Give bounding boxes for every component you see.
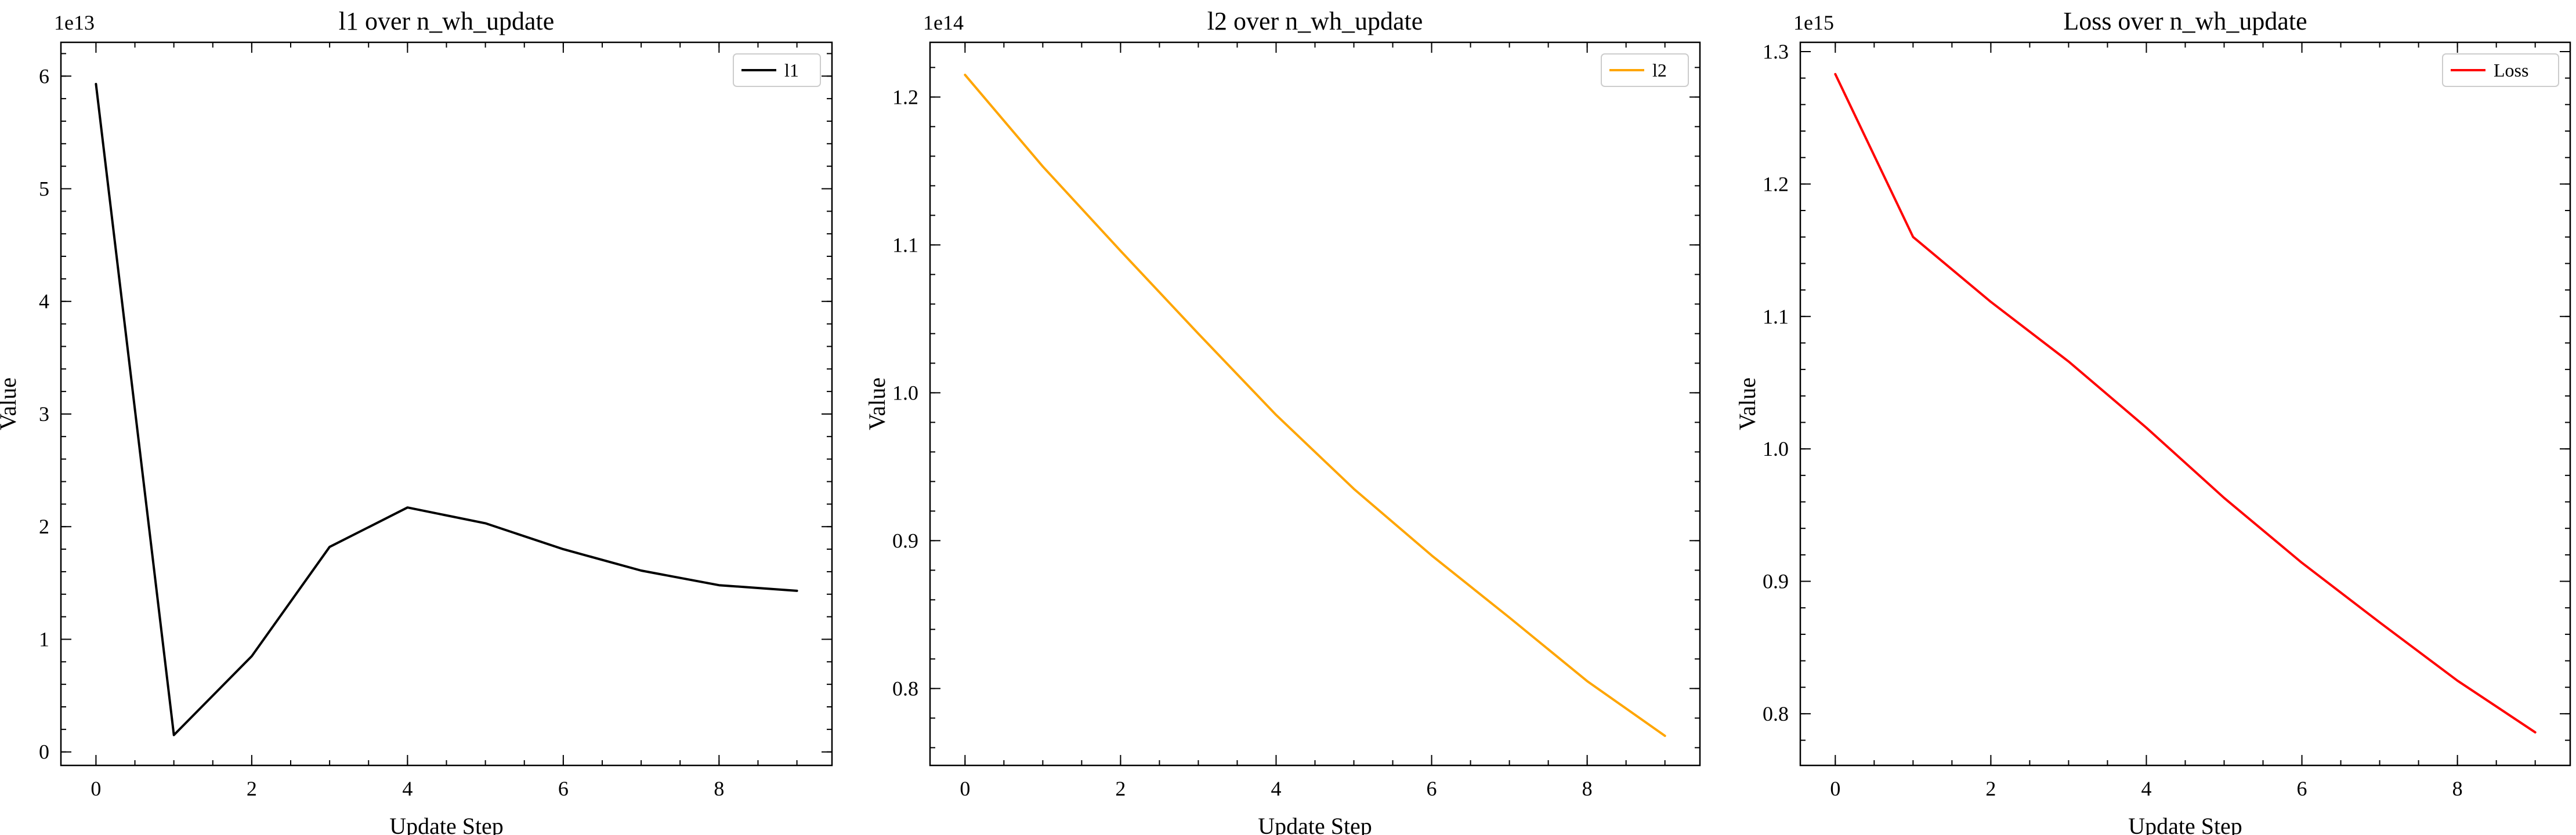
x-tick-label: 6 (2297, 777, 2307, 800)
x-tick-label: 0 (1830, 777, 1840, 800)
x-tick-label: 2 (247, 777, 257, 800)
plot-frame (929, 41, 1701, 767)
y-tick-label: 6 (39, 64, 49, 88)
x-tick-label: 0 (960, 777, 970, 800)
chart-title: l1 over n_wh_update (339, 7, 554, 35)
legend-label: Loss (2494, 60, 2528, 81)
y-axis-offset-text: 1e13 (54, 11, 95, 34)
axis-ticks (930, 42, 1700, 765)
series-line-l2 (964, 74, 1666, 737)
y-tick-label: 1.0 (1763, 437, 1789, 460)
x-tick-label: 4 (1271, 777, 1281, 800)
y-axis-offset-text: 1e14 (923, 11, 964, 34)
x-tick-label: 0 (91, 777, 101, 800)
chart-panel-3: Loss over n_wh_update 1e15 Update Step Valu… (1734, 7, 2571, 835)
y-tick-label: 0.9 (1763, 570, 1789, 593)
chart-panel-1: l1 over n_wh_update 1e13 Update Step Value 0… (0, 7, 833, 835)
axis-ticks (1800, 42, 2570, 765)
x-tick-label: 2 (1115, 777, 1126, 800)
chart-title: Loss over n_wh_update (2063, 7, 2307, 35)
x-tick-label: 8 (714, 777, 724, 800)
y-tick-label: 4 (39, 290, 49, 313)
x-tick-label: 6 (1427, 777, 1437, 800)
y-tick-label: 1.1 (1763, 305, 1789, 328)
series-line-Loss (1834, 72, 2537, 734)
y-tick-label: 1 (39, 627, 49, 651)
plot-frame (1799, 41, 2571, 767)
y-tick-label: 1.2 (1763, 172, 1789, 195)
y-tick-label: 0 (39, 740, 49, 764)
x-tick-label: 8 (2452, 777, 2463, 800)
chart-title: l2 over n_wh_update (1207, 7, 1423, 35)
x-tick-label: 2 (1985, 777, 1996, 800)
y-tick-label: 2 (39, 515, 49, 538)
x-tick-label: 4 (402, 777, 413, 800)
y-tick-label: 1.0 (892, 381, 918, 404)
legend-label: l2 (1652, 60, 1667, 81)
axis-ticks (61, 42, 832, 765)
y-tick-label: 5 (39, 177, 49, 201)
y-axis-label: Value (1734, 377, 1760, 430)
legend: l2 (1601, 53, 1689, 87)
y-axis-offset-text: 1e15 (1793, 11, 1834, 34)
y-tick-label: 0.9 (892, 529, 918, 552)
x-tick-label: 8 (1582, 777, 1593, 800)
y-tick-label: 3 (39, 402, 49, 426)
plot-frame (60, 41, 833, 767)
x-axis-label: Update Step (1258, 813, 1372, 835)
x-tick-label: 6 (558, 777, 569, 800)
y-tick-label: 0.8 (1763, 702, 1789, 725)
y-tick-label: 1.3 (1763, 40, 1789, 63)
x-axis-label: Update Step (389, 813, 504, 835)
legend-box (733, 53, 821, 87)
y-tick-label: 1.1 (892, 233, 918, 256)
legend-label: l1 (784, 60, 799, 81)
y-axis-label: Value (864, 377, 890, 430)
legend: Loss (2442, 53, 2559, 87)
y-axis-label: Value (0, 377, 21, 430)
legend: l1 (733, 53, 821, 87)
x-tick-label: 4 (2141, 777, 2151, 800)
legend-box (1601, 53, 1689, 87)
x-axis-label: Update Step (2128, 813, 2242, 835)
y-tick-label: 1.2 (892, 85, 918, 108)
series-line-l1 (95, 82, 798, 736)
chart-panel-2: l2 over n_wh_update 1e14 Update Step Value 0… (864, 7, 1701, 835)
legend-box (2442, 53, 2559, 87)
y-tick-label: 0.8 (892, 677, 918, 700)
